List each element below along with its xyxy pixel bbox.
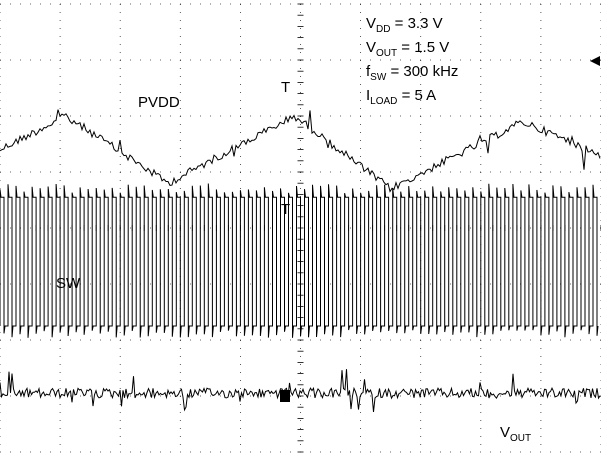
pvdd-trace bbox=[0, 109, 601, 193]
trigger-marker-sw: T bbox=[281, 201, 290, 218]
sw-trace bbox=[0, 183, 599, 338]
trigger-marker-vout bbox=[280, 390, 290, 402]
vout-label: VOUT bbox=[500, 424, 531, 444]
annotation-fsw: fSW = 300 kHz bbox=[366, 63, 458, 83]
vout-trace bbox=[0, 369, 601, 413]
annotation-iload: ILOAD = 5 A bbox=[366, 87, 436, 107]
waveform-traces bbox=[0, 109, 601, 413]
annotation-vout: VOUT = 1.5 V bbox=[366, 39, 449, 59]
annotation-vdd: VDD = 3.3 V bbox=[366, 15, 443, 35]
pvdd-label: PVDD bbox=[138, 94, 180, 111]
annotation-block: VDD = 3.3 V VOUT = 1.5 V fSW = 300 kHz I… bbox=[366, 15, 458, 107]
sw-label: SW bbox=[56, 275, 81, 292]
trigger-marker-pvdd: T bbox=[281, 79, 290, 96]
trigger-level-arrow-icon bbox=[590, 56, 600, 66]
